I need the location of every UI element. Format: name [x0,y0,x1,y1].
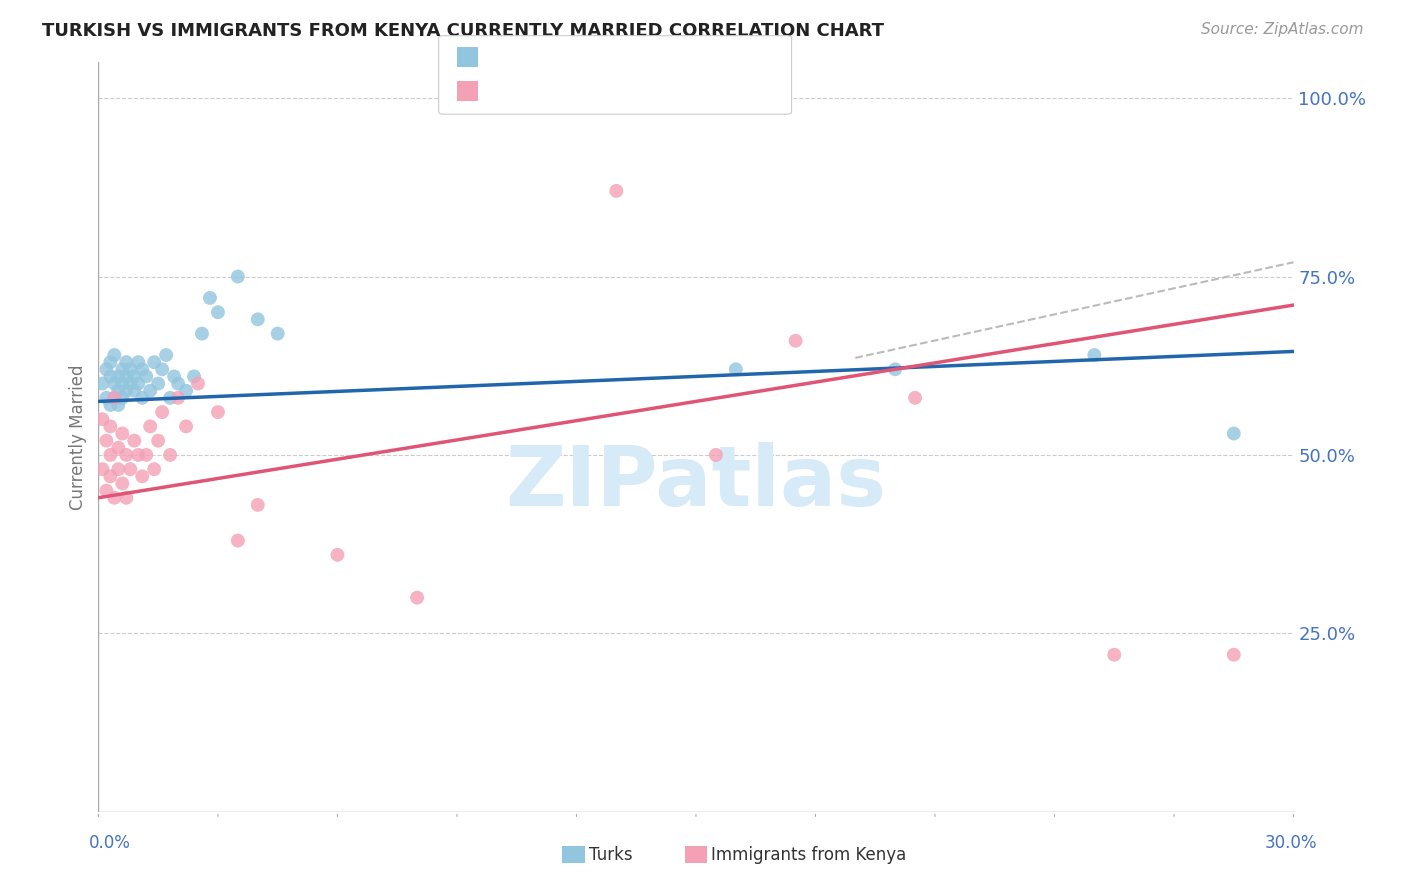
Point [115,355,138,369]
Point [267,326,290,341]
Point [139,419,162,434]
Point [226,269,249,284]
Point [131,362,153,376]
Point [91,412,114,426]
Point [167,376,190,391]
Point [120,462,142,476]
Point [115,384,138,398]
Point [96,391,118,405]
Point [103,348,125,362]
Point [96,362,118,376]
Point [115,369,138,384]
Point [167,391,190,405]
Point [107,384,129,398]
Point [103,491,125,505]
Point [91,462,114,476]
Point [115,448,138,462]
Point [163,369,186,384]
Point [148,434,170,448]
Point [131,391,153,405]
Text: Immigrants from Kenya: Immigrants from Kenya [711,846,907,863]
Point [143,462,166,476]
Point [120,376,142,391]
Y-axis label: Currently Married: Currently Married [69,364,87,510]
Text: 30.0%: 30.0% [1265,834,1317,852]
Point [326,548,349,562]
Point [207,405,229,419]
Point [111,362,134,376]
Text: TURKISH VS IMMIGRANTS FROM KENYA CURRENTLY MARRIED CORRELATION CHART: TURKISH VS IMMIGRANTS FROM KENYA CURRENT… [42,22,884,40]
Point [98,355,122,369]
Point [96,434,118,448]
Point [91,376,114,391]
Point [174,419,197,434]
Point [120,362,142,376]
Point [107,462,129,476]
Point [98,398,122,412]
Point [1223,648,1246,662]
Point [174,384,197,398]
Point [150,362,173,376]
Point [98,448,122,462]
Point [150,405,173,419]
Point [246,312,269,326]
Point [103,391,125,405]
Point [127,355,149,369]
Point [198,291,221,305]
Point [155,348,177,362]
Point [605,184,627,198]
Point [127,376,149,391]
Point [187,376,209,391]
Point [111,476,134,491]
Text: ZIPatlas: ZIPatlas [506,442,886,523]
Point [246,498,269,512]
Point [107,398,129,412]
Point [98,369,122,384]
Point [1083,348,1105,362]
Text: R = 0.562   N = 39: R = 0.562 N = 39 [488,81,681,101]
Point [124,384,146,398]
Point [1223,426,1246,441]
Text: R = 0.359   N = 47: R = 0.359 N = 47 [488,47,681,67]
Point [207,305,229,319]
Point [98,419,122,434]
Text: Turks: Turks [589,846,633,863]
Point [103,391,125,405]
Point [785,334,807,348]
Text: Source: ZipAtlas.com: Source: ZipAtlas.com [1201,22,1364,37]
Point [135,448,157,462]
Point [406,591,429,605]
Point [191,326,214,341]
Point [143,355,166,369]
Point [111,391,134,405]
Point [107,441,129,455]
Point [704,448,727,462]
Point [148,376,170,391]
Point [127,448,149,462]
Point [1104,648,1126,662]
Point [111,376,134,391]
Point [884,362,907,376]
Point [139,384,162,398]
Point [183,369,205,384]
Point [107,369,129,384]
Point [103,376,125,391]
Point [135,369,157,384]
Point [124,434,146,448]
Point [159,448,181,462]
Point [724,362,747,376]
Text: 0.0%: 0.0% [89,834,131,852]
Point [96,483,118,498]
Point [131,469,153,483]
Point [111,426,134,441]
Point [159,391,181,405]
Point [124,369,146,384]
Point [226,533,249,548]
Point [904,391,927,405]
Point [115,491,138,505]
Point [98,469,122,483]
